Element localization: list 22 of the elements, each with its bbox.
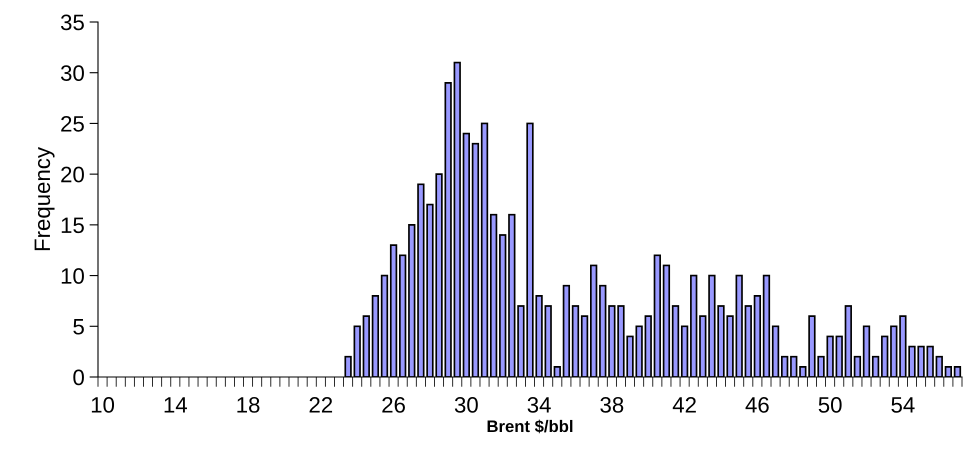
y-tick-label: 10 [62,268,84,284]
y-tick-label: 5 [73,319,84,335]
y-tick-label: 15 [62,218,84,234]
x-tick-label: 14 [164,397,188,413]
x-tick-label: 10 [92,397,114,413]
y-tick-label: 20 [61,166,84,182]
y-tick-label: 25 [61,116,84,132]
x-tick-label: 54 [891,397,915,413]
x-tick-label: 42 [672,397,696,413]
y-axis-title: Frequency [34,147,55,250]
x-tick-label: 26 [382,397,405,413]
x-tick-label: 30 [454,397,478,413]
y-tick-label: 35 [60,14,84,30]
x-tick-label: 38 [600,397,624,413]
x-tick-label: 22 [310,397,332,413]
x-axis-title: Brent $/bbl [488,420,572,434]
x-tick-label: 18 [237,397,260,413]
x-tick-label: 50 [818,397,842,413]
x-tick-label: 46 [746,397,769,413]
x-tick-label: 34 [528,397,551,413]
y-tick-label: 0 [73,370,84,386]
y-tick-label: 30 [60,65,84,81]
